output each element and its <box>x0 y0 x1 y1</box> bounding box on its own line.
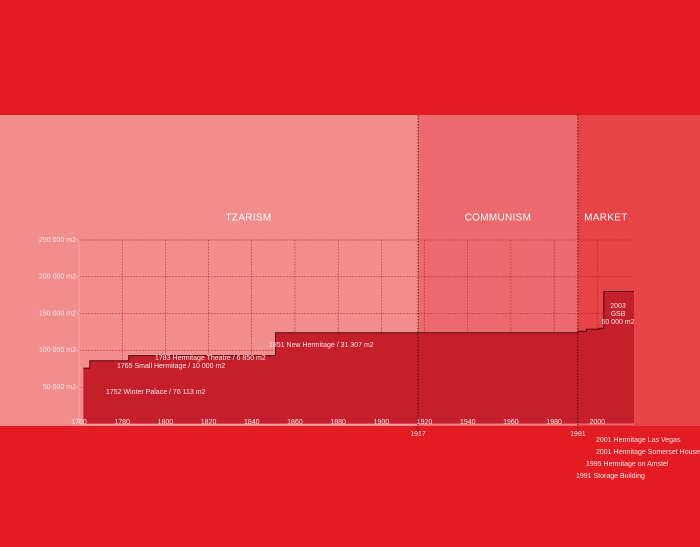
annotation: 1851 New Hermitage / 31 307 m2 <box>269 342 374 349</box>
x-tick-label: 1840 <box>244 419 260 426</box>
x-tick-label: 1900 <box>374 419 390 426</box>
y-tick-label: 250 000 m2 <box>39 237 76 244</box>
y-tick-label: 150 000 m2 <box>39 310 76 317</box>
note: 2001 Hermitage Las Vegas <box>596 437 681 444</box>
era-year: 1991 <box>570 431 586 438</box>
x-tick-label: 1980 <box>546 419 562 426</box>
annotation: 1783 Hermitage Theatre / 6 850 m2 <box>155 355 266 362</box>
era-label: MARKET <box>584 213 627 224</box>
era-label: TZARISM <box>226 213 272 224</box>
y-tick-label: 200 000 m2 <box>39 274 76 281</box>
x-tick-label: 1860 <box>287 419 303 426</box>
annotation: 2003 <box>610 303 626 310</box>
era-label: COMMUNISM <box>465 213 532 224</box>
annotation: 1752 Winter Palace / 76 113 m2 <box>106 389 206 396</box>
x-tick-label: 1940 <box>460 419 476 426</box>
annotation: 1765 Small Hermitage / 10 000 m2 <box>117 363 225 370</box>
annotation: 50 000 m2 <box>601 319 634 326</box>
x-tick-label: 1820 <box>201 419 217 426</box>
x-tick-label: 2000 <box>589 419 605 426</box>
x-tick-label: 1880 <box>330 419 346 426</box>
y-tick-label: 50 000 m2 <box>43 384 76 391</box>
note: 2001 Hermitage Somerset House <box>596 449 700 456</box>
x-tick-label: 1960 <box>503 419 519 426</box>
x-tick-label: 1760 <box>71 419 87 426</box>
era-year: 1917 <box>410 431 426 438</box>
annotation: GSB <box>611 311 626 318</box>
x-tick-label: 1780 <box>114 419 130 426</box>
x-tick-label: 1920 <box>417 419 433 426</box>
note: 1995 Hermitage on Amstel <box>586 461 669 468</box>
area <box>83 291 635 424</box>
x-tick-label: 1800 <box>158 419 174 426</box>
note: 1991 Storage Building <box>576 473 645 480</box>
y-tick-label: 100 000 m2 <box>39 347 76 354</box>
